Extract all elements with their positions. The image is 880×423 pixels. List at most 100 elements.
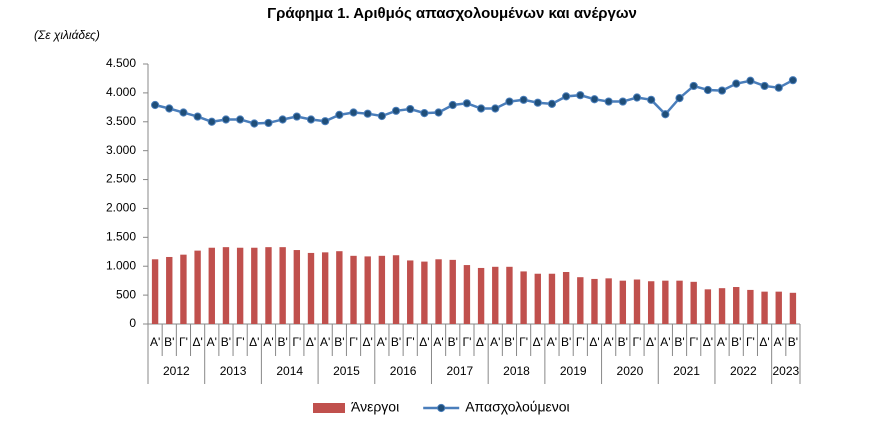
x-tick-label: Β' (221, 335, 231, 349)
line-marker (292, 112, 301, 121)
bar (747, 289, 754, 324)
year-label: 2019 (560, 364, 587, 378)
bar (279, 247, 286, 324)
bar (690, 281, 697, 324)
x-tick-label: Α' (604, 335, 614, 349)
line-marker (547, 99, 557, 108)
line-marker (590, 95, 599, 104)
line-marker (165, 104, 174, 113)
x-tick-label: Γ' (179, 335, 188, 349)
x-tick-label: Γ' (462, 335, 471, 349)
x-tick-label: Γ' (236, 335, 245, 349)
line-marker (604, 97, 613, 106)
bar (293, 250, 301, 324)
x-tick-label: Δ' (533, 335, 543, 349)
x-tick-label: Β' (618, 335, 628, 349)
x-tick-label: Δ' (589, 335, 599, 349)
bar (548, 273, 556, 324)
bar (492, 266, 499, 324)
year-label: 2015 (333, 364, 360, 378)
legend-marker (437, 403, 446, 413)
x-tick-label: Γ' (292, 335, 301, 349)
year-label: 2016 (390, 364, 417, 378)
bar (662, 280, 669, 324)
bar (222, 247, 230, 324)
x-tick-label: Α' (660, 335, 670, 349)
bar (378, 255, 386, 324)
bar (435, 259, 442, 324)
bar (350, 255, 357, 324)
y-tick-label: 0 (129, 316, 136, 330)
x-tick-label: Δ' (363, 335, 373, 349)
line (154, 79, 794, 125)
x-tick-label: Δ' (476, 335, 486, 349)
bar (251, 247, 258, 324)
bar (647, 281, 655, 324)
x-tick-label: Β' (788, 335, 798, 349)
x-tick-label: Α' (547, 335, 557, 349)
legend-label: Απασχολούμενοι (465, 399, 569, 415)
line-marker (774, 83, 783, 92)
year-label: 2020 (617, 364, 644, 378)
line-marker (278, 115, 287, 124)
line-marker (562, 92, 571, 101)
line-marker (363, 109, 372, 118)
line-marker (717, 86, 727, 95)
bar (151, 259, 159, 324)
bar (407, 260, 414, 324)
x-tick-label: Γ' (519, 335, 528, 349)
x-tick-label: Α' (320, 335, 330, 349)
bar (307, 252, 315, 324)
bar (180, 254, 187, 324)
y-tick-label: 1.500 (106, 230, 136, 244)
line-marker (448, 100, 457, 110)
bar (619, 280, 627, 324)
bar (392, 255, 400, 324)
year-label: 2017 (446, 364, 473, 378)
x-tick-label: Α' (207, 335, 217, 349)
bar (733, 287, 740, 324)
year-label: 2014 (276, 364, 303, 378)
line-marker (434, 108, 443, 117)
x-tick-label: Β' (334, 335, 344, 349)
line-marker (760, 81, 769, 91)
line-marker (519, 95, 528, 104)
y-tick-label: 3.500 (106, 114, 136, 128)
chart-title: Γράφημα 1. Αριθμός απασχολουμένων και αν… (267, 5, 637, 22)
y-tick-label: 1.000 (106, 258, 136, 272)
x-tick-label: Β' (561, 335, 571, 349)
bar (208, 247, 215, 324)
line-marker (462, 99, 472, 108)
x-tick-label: Δ' (703, 335, 713, 349)
year-label: 2021 (673, 364, 700, 378)
legend-swatch (313, 403, 345, 413)
line-marker (306, 115, 316, 124)
line-marker (476, 104, 486, 113)
bar (449, 259, 456, 324)
line-marker (221, 115, 231, 124)
line-marker (533, 98, 542, 107)
x-tick-label: Β' (504, 335, 514, 349)
x-tick-label: Α' (774, 335, 784, 349)
line-marker (150, 100, 160, 110)
line-marker (632, 93, 642, 102)
line-marker (193, 112, 202, 121)
legend-label: Άνεργοι (351, 399, 399, 415)
x-tick-label: Δ' (646, 335, 656, 349)
year-label: 2013 (220, 364, 247, 378)
y-tick-label: 4.500 (106, 56, 136, 70)
line-marker (491, 104, 500, 113)
line-marker (788, 76, 798, 85)
y-tick-label: 4.000 (106, 85, 136, 99)
year-label: 2023 (772, 364, 799, 378)
x-tick-label: Α' (377, 335, 387, 349)
y-tick-label: 2.000 (106, 201, 136, 215)
line-marker (377, 111, 386, 121)
x-tick-label: Δ' (249, 335, 259, 349)
line-marker (250, 119, 259, 128)
bar (364, 256, 371, 324)
bar (761, 291, 768, 324)
x-tick-label: Β' (278, 335, 288, 349)
line-marker (746, 76, 755, 85)
